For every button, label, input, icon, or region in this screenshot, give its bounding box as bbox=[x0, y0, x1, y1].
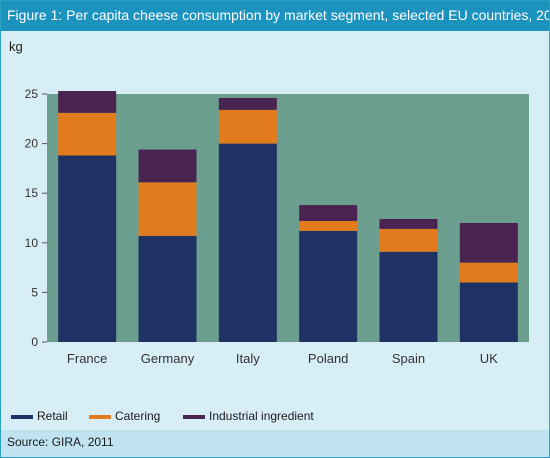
plot-area bbox=[47, 94, 529, 342]
bar-uk-catering bbox=[459, 262, 518, 283]
bar-germany-retail bbox=[138, 235, 197, 342]
bar-france-catering bbox=[58, 112, 117, 156]
bar-uk-retail bbox=[459, 282, 518, 342]
bar-poland-industrial-ingredient bbox=[299, 205, 358, 221]
legend-swatch bbox=[11, 415, 33, 419]
stacked-bar-chart: 0 5 10 15 20 25 France Germany Italy Poland Spain U… bbox=[25, 87, 529, 366]
y-tick-label: 25 bbox=[25, 87, 39, 101]
x-tick-label: Germany bbox=[141, 351, 195, 366]
legend-swatch bbox=[89, 415, 111, 419]
x-tick-label: UK bbox=[480, 351, 498, 366]
x-tick-label: Italy bbox=[236, 351, 260, 366]
bar-france-industrial-ingredient bbox=[58, 91, 117, 113]
x-tick-label: Poland bbox=[308, 351, 348, 366]
y-tick-label: 10 bbox=[25, 236, 39, 250]
legend-label: Retail bbox=[37, 409, 68, 423]
y-axis-unit-label: kg bbox=[9, 39, 23, 54]
bar-spain-catering bbox=[379, 228, 438, 252]
bar-france-retail bbox=[58, 155, 117, 342]
y-tick-label: 0 bbox=[31, 335, 38, 349]
bar-italy-industrial-ingredient bbox=[218, 97, 277, 110]
legend-swatch bbox=[183, 415, 205, 419]
chart-title: Figure 1: Per capita cheese consumption … bbox=[7, 7, 550, 23]
title-bar: Figure 1: Per capita cheese consumption … bbox=[1, 1, 549, 31]
bar-poland-retail bbox=[299, 230, 358, 342]
x-tick-label: France bbox=[67, 351, 107, 366]
y-tick-label: 15 bbox=[25, 186, 39, 200]
bar-poland-catering bbox=[299, 220, 358, 231]
legend-label: Catering bbox=[115, 409, 161, 423]
legend: Retail Catering Industrial ingredient bbox=[1, 399, 549, 429]
bar-italy-retail bbox=[218, 143, 277, 342]
bar-germany-industrial-ingredient bbox=[138, 149, 197, 183]
legend-label: Industrial ingredient bbox=[209, 409, 314, 423]
y-tick-label: 20 bbox=[25, 137, 39, 151]
x-tick-label: Spain bbox=[392, 351, 425, 366]
y-tick-label: 5 bbox=[31, 285, 38, 299]
bar-germany-catering bbox=[138, 182, 197, 236]
bar-spain-industrial-ingredient bbox=[379, 218, 438, 229]
bar-uk-industrial-ingredient bbox=[459, 222, 518, 263]
bar-italy-catering bbox=[218, 109, 277, 144]
source-note: Source: GIRA, 2011 bbox=[7, 435, 114, 449]
source-bar: Source: GIRA, 2011 bbox=[1, 430, 549, 457]
bar-spain-retail bbox=[379, 251, 438, 342]
